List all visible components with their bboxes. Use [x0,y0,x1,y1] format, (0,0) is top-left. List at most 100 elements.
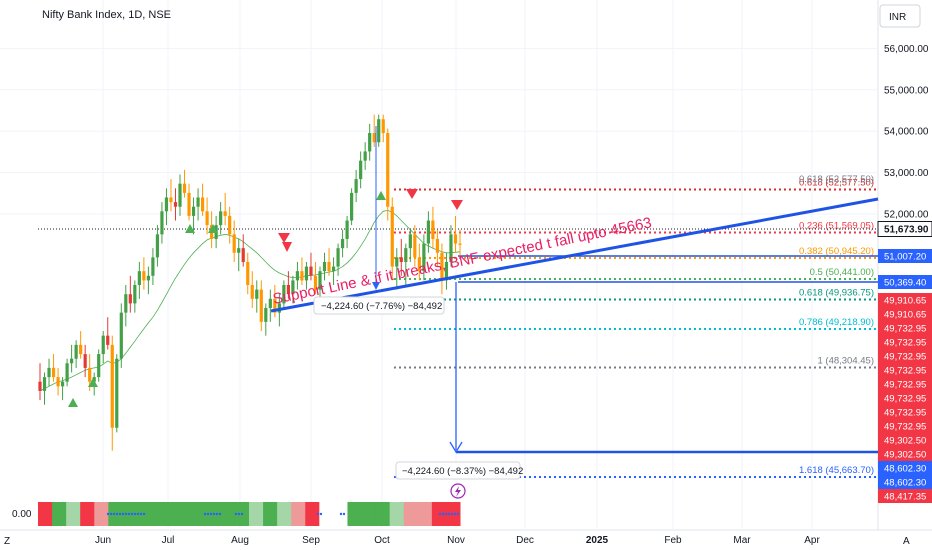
candle-body [187,192,191,216]
y-tick-label: 53,000.00 [884,168,929,179]
indicator-dot [215,512,219,516]
buy-signal-marker [88,378,98,387]
price-tag-label: 49,732.95 [884,352,926,363]
x-tick-label: Mar [733,535,751,546]
auto-scale-icon[interactable]: A [903,536,910,547]
price-tag-label: 49,732.95 [884,338,926,349]
measure-tool-1[interactable]: −4,224.60 (−7.76%) −84,492 [313,126,445,315]
indicator-cell [66,502,81,526]
sell-signal-marker [451,200,463,210]
indicator-cell [164,502,180,526]
price-tag-box [878,335,932,349]
earnings-event[interactable] [450,483,466,499]
indicator-cell [38,502,53,526]
candle-body [363,151,367,161]
candle-body [444,261,449,281]
candle-body [74,344,78,359]
candle-body [422,243,426,272]
candle-body [372,133,376,143]
candle-body [155,234,160,258]
candle-body [128,294,132,304]
indicator-dot [234,512,238,516]
indicator-cell [108,502,123,526]
price-tag-box [878,349,932,363]
candle-body [377,119,381,143]
indicator-dot [112,512,116,516]
candle-body [386,133,390,207]
candle-body [178,183,182,207]
fib-level-label: 0.5 (50,441.00) [810,267,874,278]
fib-level-label: 1.618 (45,663.70) [799,465,874,476]
candle-body [435,238,440,253]
candle-body [331,266,336,272]
indicator-dot [206,512,210,516]
indicator-cell [150,502,166,526]
candle-body [300,271,304,281]
fib-retracement[interactable]: 0.618 (52,577.50) 0.236 (51,569.05) 0.382 … [394,174,878,478]
indicator-cell [94,502,109,526]
currency-button-label[interactable]: INR [889,12,906,23]
indicator-dot [453,512,457,516]
measure-label: −4,224.60 (−8.37%) −84,492 [402,466,523,477]
currency-button[interactable]: INR [879,4,921,28]
buy-signal-marker [376,191,386,200]
candle-body [345,220,349,239]
candle-body [219,211,223,226]
indicator-cell [403,502,419,526]
price-tag-box [878,377,932,391]
x-tick-label: Nov [447,535,465,546]
candle-body [92,377,96,382]
fib-level-label: 0.618 (49,936.75) [799,288,874,299]
candle-body [70,358,74,364]
last-price-tag: 51,673.90 [877,221,932,237]
indicator-dot [209,512,213,516]
measure-tool-2[interactable]: −4,224.60 (−8.37%) −84,492 [395,282,523,480]
indicator-dot [142,512,146,516]
indicator-cell [347,502,363,526]
candle-body [255,289,259,299]
candle-body [151,257,155,276]
price-tag-label: 48,602.30 [884,464,926,475]
candle-body [250,285,254,299]
candle-body [291,280,295,295]
price-tag-label: 49,302.50 [884,436,926,447]
candle-body [182,183,187,193]
candle-body [318,271,322,290]
indicator-dot [127,512,131,516]
x-tick-label: Jul [162,535,175,546]
x-tick-label: Aug [231,535,249,546]
price-tag-label: 49,732.95 [884,324,926,335]
candle-body [101,335,105,355]
candle-body [309,266,313,276]
candle-body [390,206,394,267]
support-trendline[interactable] [270,197,879,313]
candle-body [115,358,119,428]
candle-body [399,257,403,262]
indicator-dot [139,512,143,516]
price-tag-box [878,391,932,405]
price-tag-label: 48,417.35 [884,492,926,503]
indicator-dot [218,512,222,516]
price-tag-box [878,447,932,461]
buy-signal-marker [185,224,195,233]
indicator-dot [450,512,454,516]
candle-body [408,234,412,249]
price-tag-box [878,461,932,475]
price-tag-box [878,419,932,433]
candlestick-series [38,114,462,451]
measure-label: −4,224.60 (−7.76%) −84,492 [321,301,442,312]
indicator-dot [316,512,320,516]
measure-arrow-icon [372,282,380,290]
price-tag-box [878,405,932,419]
candle-body [453,234,458,244]
currency-button-box[interactable] [879,4,921,28]
indicator-cell [277,502,292,526]
indicator-strip [38,502,461,526]
timezone-icon[interactable]: Z [4,536,10,547]
last-price-tag-box [877,221,932,237]
candle-body [88,367,92,382]
candle-body [426,220,430,244]
candle-body [205,211,209,226]
fib-level-label: 1 (48,304.45) [817,356,874,367]
